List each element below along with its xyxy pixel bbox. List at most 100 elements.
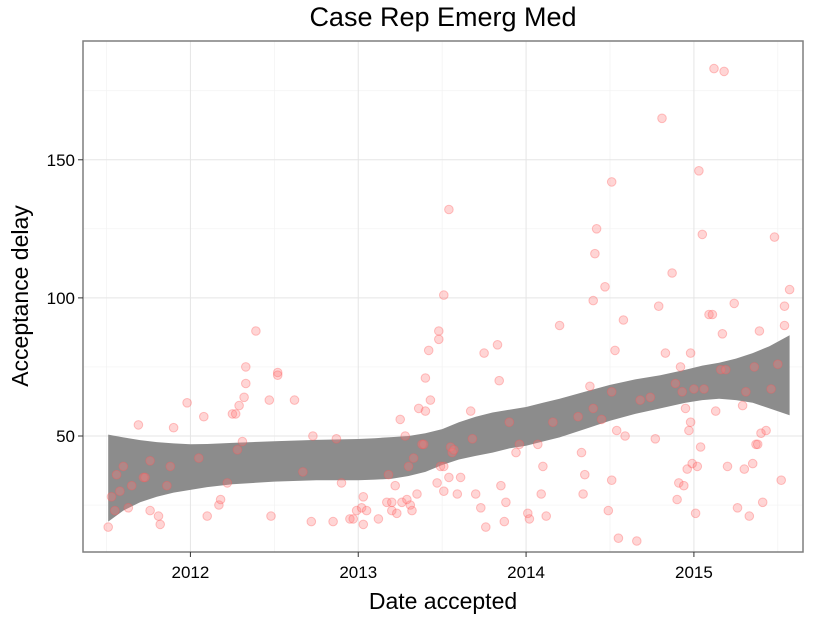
data-point [103,522,113,532]
data-point [138,472,149,483]
x-tick-label: 2012 [171,563,209,582]
data-point [126,480,137,491]
data-point [356,503,367,513]
data-point [145,505,155,516]
data-point [687,458,698,469]
data-point [710,406,721,416]
data-point [241,362,251,372]
data-point [692,461,703,472]
data-point [677,387,688,397]
data-point [155,519,165,530]
data-point [168,422,179,433]
data-point [145,456,155,466]
data-point [590,248,600,259]
data-point [434,334,444,345]
confidence-band-layer [108,335,790,522]
x-tick-label: 2014 [507,563,545,582]
data-point [769,232,780,242]
data-point [580,469,590,480]
data-point [272,367,283,378]
data-point [407,505,417,516]
data-point [162,480,172,491]
data-point [674,478,684,488]
data-point [588,403,599,414]
data-point [694,166,704,176]
data-point [496,480,506,491]
data-point [554,320,565,331]
data-point [591,224,602,234]
data-point [232,445,243,455]
data-point [620,431,630,441]
data-point [729,298,740,309]
data-point [153,511,164,521]
data-point [645,392,656,403]
data-point [784,284,795,295]
x-tick-label: 2015 [675,563,713,582]
data-point [739,464,750,474]
data-point [237,436,248,447]
data-point [452,489,463,499]
data-point [110,505,120,516]
data-point [165,461,176,472]
data-point [606,475,617,486]
data-point [266,511,276,521]
data-point [420,373,431,383]
data-point [613,533,624,544]
data-point [111,469,122,480]
scatter-points [103,63,795,546]
data-point [716,364,726,375]
plot-border [82,40,804,553]
data-point [444,204,454,215]
data-point [336,478,347,488]
data-point [241,378,251,389]
data-point [679,480,689,491]
data-point [400,431,411,441]
data-point [596,414,607,425]
data-point [470,489,481,499]
data-point [653,301,664,312]
data-point [657,113,667,124]
data-point [445,442,456,452]
data-point [752,439,763,450]
data-point [756,428,766,439]
data-point [585,381,595,392]
data-point [548,417,558,428]
data-point [358,519,369,530]
data-point [348,514,359,524]
data-point [402,494,412,505]
data-point [194,453,204,463]
data-point [465,406,476,416]
data-point [618,315,629,325]
data-point [412,489,422,499]
data-point [383,469,394,480]
x-axis-label: Date accepted [369,588,517,614]
data-point [432,478,442,488]
data-point [660,348,671,358]
data-point [115,486,125,497]
data-point [721,364,731,375]
data-point [182,398,192,408]
data-point [413,403,424,414]
data-point [684,425,694,436]
data-point [697,229,708,240]
data-point [395,414,406,425]
axis-ticks: 2012 2013 2014 2015 50 100 150 [47,151,713,582]
data-point [239,392,249,403]
data-point [215,494,226,505]
data-point [573,411,583,422]
data-point [106,492,117,502]
data-point [392,508,402,519]
data-point [447,447,458,458]
data-point [417,439,427,450]
data-point [650,434,661,444]
data-point [499,516,510,527]
data-point [707,309,718,320]
data-point [420,406,431,416]
data-point [689,384,699,394]
data-point [751,439,761,450]
data-point [123,503,134,513]
data-point [331,434,342,444]
data-point [492,340,503,350]
data-point [680,403,691,414]
